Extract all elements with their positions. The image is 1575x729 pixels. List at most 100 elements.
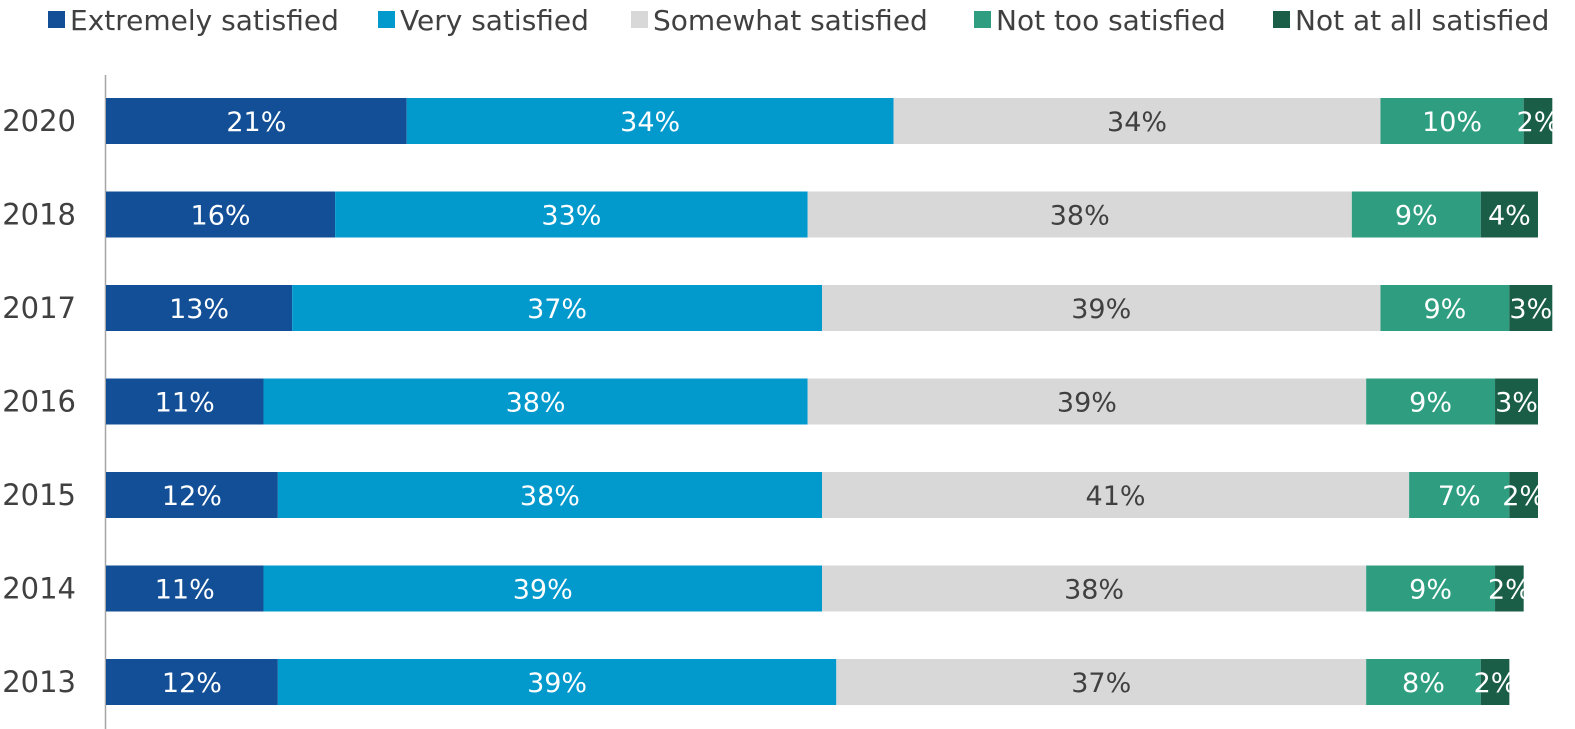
category-label-2018: 2018: [2, 198, 76, 232]
bar-2014-somewhat-satisfied: [822, 565, 1367, 612]
legend-item-not-too-satisfied: Not too satisfied: [974, 4, 1226, 37]
bar-2016-somewhat-satisfied: [807, 378, 1367, 425]
bar-2020-extremely-satisfied: [106, 98, 407, 144]
legend-label-somewhat-satisfied: Somewhat satisfied: [653, 4, 928, 37]
bar-value-label-2013-not-too-satisfied: 8%: [1402, 668, 1445, 699]
bar-value-label-2014-not-too-satisfied: 9%: [1409, 575, 1452, 606]
bar-value-label-2013-not-at-all-satisfied: 2%: [1474, 668, 1517, 699]
bar-2014-extremely-satisfied: [106, 565, 264, 612]
bar-value-label-2016-very-satisfied: 38%: [506, 388, 566, 419]
bar-value-label-2016-somewhat-satisfied: 39%: [1057, 388, 1117, 419]
bar-value-label-2016-extremely-satisfied: 11%: [155, 388, 215, 419]
bar-value-label-2015-extremely-satisfied: 12%: [162, 481, 222, 512]
bar-2017-extremely-satisfied: [106, 285, 293, 331]
bar-2020-very-satisfied: [406, 98, 894, 144]
bar-row-2018: 16% 33% 38% 9% 4%: [106, 191, 1538, 238]
bar-2020-not-at-all-satisfied: [1523, 98, 1553, 144]
bar-value-label-2017-very-satisfied: 37%: [527, 294, 587, 325]
bar-value-label-2017-not-at-all-satisfied: 3%: [1509, 294, 1552, 325]
category-label-2017: 2017: [2, 291, 76, 325]
bar-row-2020: 21% 34% 34% 10% 2%: [106, 98, 1559, 144]
bar-row-2014: 11% 39% 38% 9% 2%: [106, 565, 1531, 612]
bar-row-2015: 12% 38% 41% 7% 2%: [106, 472, 1545, 518]
bar-row-2013: 12% 39% 37% 8% 2%: [106, 659, 1516, 705]
bar-2016-not-at-all-satisfied: [1495, 378, 1538, 425]
bar-2018-not-at-all-satisfied: [1480, 191, 1538, 238]
bar-value-label-2014-somewhat-satisfied: 38%: [1064, 575, 1124, 606]
bar-2016-not-too-satisfied: [1366, 378, 1496, 425]
bar-2013-very-satisfied: [277, 659, 837, 705]
bar-value-label-2016-not-too-satisfied: 9%: [1409, 388, 1452, 419]
legend-swatch-not-too-satisfied: [974, 11, 991, 28]
bar-value-label-2018-not-too-satisfied: 9%: [1395, 201, 1438, 232]
bar-2013-not-too-satisfied: [1366, 659, 1481, 705]
bar-value-label-2017-somewhat-satisfied: 39%: [1071, 294, 1131, 325]
bar-value-label-2015-very-satisfied: 38%: [520, 481, 580, 512]
legend-item-somewhat-satisfied: Somewhat satisfied: [631, 4, 928, 37]
category-axis-labels: 2020 2018 2017 2016 2015 2014 2013: [2, 104, 76, 699]
bar-2015-not-at-all-satisfied: [1509, 472, 1538, 518]
legend-swatch-not-at-all-satisfied: [1273, 11, 1290, 28]
legend-swatch-extremely-satisfied: [48, 11, 65, 28]
bar-value-label-2014-very-satisfied: 39%: [513, 575, 573, 606]
bar-2015-very-satisfied: [277, 472, 823, 518]
bar-2013-somewhat-satisfied: [836, 659, 1367, 705]
bar-value-label-2015-not-at-all-satisfied: 2%: [1502, 481, 1545, 512]
bar-2015-not-too-satisfied: [1409, 472, 1510, 518]
bars: 21% 34% 34% 10% 2% 16% 33% 38% 9% 4% 13% 37% 39% 9% 3%…: [106, 98, 1559, 705]
bar-row-2016: 11% 38% 39% 9% 3%: [106, 378, 1538, 425]
bar-2018-somewhat-satisfied: [807, 191, 1352, 238]
bar-value-label-2015-somewhat-satisfied: 41%: [1086, 481, 1146, 512]
bar-value-label-2013-very-satisfied: 39%: [527, 668, 587, 699]
bar-2014-very-satisfied: [263, 565, 822, 612]
bar-2013-extremely-satisfied: [106, 659, 278, 705]
bar-value-label-2017-not-too-satisfied: 9%: [1423, 294, 1466, 325]
bar-2018-extremely-satisfied: [106, 191, 336, 238]
bar-2018-very-satisfied: [335, 191, 808, 238]
bar-2015-extremely-satisfied: [106, 472, 278, 518]
bar-value-label-2020-not-too-satisfied: 10%: [1422, 107, 1482, 138]
category-label-2016: 2016: [2, 385, 76, 419]
legend-label-very-satisfied: Very satisfied: [400, 4, 589, 37]
bar-value-label-2017-extremely-satisfied: 13%: [169, 294, 229, 325]
bar-value-label-2020-not-at-all-satisfied: 2%: [1517, 107, 1560, 138]
bar-2018-not-too-satisfied: [1351, 191, 1481, 238]
bar-value-label-2020-somewhat-satisfied: 34%: [1107, 107, 1167, 138]
bar-2016-extremely-satisfied: [106, 378, 264, 425]
bar-2016-very-satisfied: [263, 378, 808, 425]
bar-2015-somewhat-satisfied: [822, 472, 1410, 518]
legend-swatch-somewhat-satisfied: [631, 11, 648, 28]
category-label-2015: 2015: [2, 478, 76, 512]
legend-item-extremely-satisfied: Extremely satisfied: [48, 4, 339, 37]
bar-2020-not-too-satisfied: [1380, 98, 1524, 144]
bar-2014-not-at-all-satisfied: [1495, 565, 1524, 612]
bar-value-label-2016-not-at-all-satisfied: 3%: [1495, 388, 1538, 419]
bar-value-label-2013-somewhat-satisfied: 37%: [1071, 668, 1131, 699]
bar-value-label-2020-very-satisfied: 34%: [620, 107, 680, 138]
legend: Extremely satisfied Very satisfied Somewha…: [48, 4, 1549, 37]
legend-label-not-at-all-satisfied: Not at all satisfied: [1295, 4, 1549, 37]
category-label-2013: 2013: [2, 665, 76, 699]
bar-2013-not-at-all-satisfied: [1480, 659, 1510, 705]
category-label-2014: 2014: [2, 572, 76, 606]
bar-value-label-2013-extremely-satisfied: 12%: [162, 668, 222, 699]
legend-item-very-satisfied: Very satisfied: [378, 4, 589, 37]
bar-value-label-2018-very-satisfied: 33%: [541, 201, 601, 232]
bar-2017-somewhat-satisfied: [822, 285, 1381, 331]
bar-value-label-2018-extremely-satisfied: 16%: [191, 201, 251, 232]
legend-label-extremely-satisfied: Extremely satisfied: [70, 4, 339, 37]
bar-value-label-2018-somewhat-satisfied: 38%: [1050, 201, 1110, 232]
bar-value-label-2014-not-at-all-satisfied: 2%: [1488, 575, 1531, 606]
bar-2017-very-satisfied: [292, 285, 822, 331]
bar-2017-not-too-satisfied: [1380, 285, 1510, 331]
bar-value-label-2018-not-at-all-satisfied: 4%: [1488, 201, 1531, 232]
bar-2014-not-too-satisfied: [1366, 565, 1496, 612]
bar-value-label-2015-not-too-satisfied: 7%: [1438, 481, 1481, 512]
bar-value-label-2014-extremely-satisfied: 11%: [155, 575, 215, 606]
category-label-2020: 2020: [2, 104, 76, 138]
legend-label-not-too-satisfied: Not too satisfied: [996, 4, 1226, 37]
bar-row-2017: 13% 37% 39% 9% 3%: [106, 285, 1553, 331]
legend-swatch-very-satisfied: [378, 11, 395, 28]
bar-2020-somewhat-satisfied: [893, 98, 1381, 144]
